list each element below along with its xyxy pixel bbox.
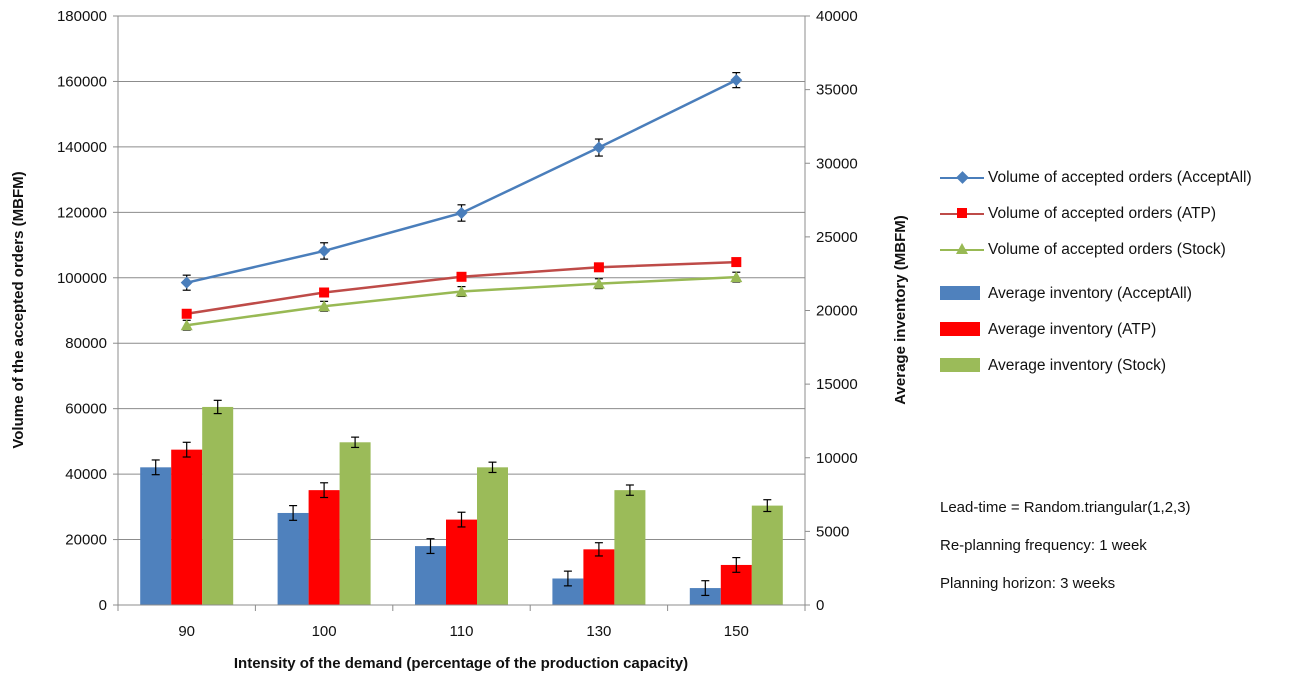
y-tick-label: 40000 bbox=[65, 466, 107, 483]
point-diamond bbox=[180, 276, 193, 289]
bar bbox=[308, 490, 340, 605]
series-line bbox=[186, 79, 737, 284]
legend-label: Average inventory (AcceptAll) bbox=[988, 285, 1192, 302]
y2-tick-label: 40000 bbox=[816, 8, 858, 25]
y2-tick-label: 5000 bbox=[816, 523, 849, 540]
y-tick-label: 80000 bbox=[65, 335, 107, 352]
point-square bbox=[593, 262, 604, 273]
point-triangle bbox=[318, 300, 331, 312]
x-tick-label: 150 bbox=[724, 623, 749, 640]
note-lead-time: Lead-time = Random.triangular(1,2,3) bbox=[940, 499, 1191, 516]
y-tick-label: 100000 bbox=[57, 270, 107, 287]
legend-swatch bbox=[940, 239, 984, 261]
x-tick-label: 110 bbox=[450, 623, 474, 640]
bar bbox=[277, 512, 309, 605]
point-triangle bbox=[730, 271, 743, 283]
point-triangle bbox=[180, 319, 193, 331]
point-diamond bbox=[318, 244, 331, 257]
y2-tick-label: 30000 bbox=[816, 155, 858, 172]
legend-label: Volume of accepted orders (AcceptAll) bbox=[988, 169, 1252, 186]
bars bbox=[140, 399, 783, 605]
legend-label: Volume of accepted orders (Stock) bbox=[988, 241, 1226, 258]
legend-item: Average inventory (ATP) bbox=[940, 312, 1300, 348]
x-tick-label: 100 bbox=[312, 623, 337, 640]
legend: Volume of accepted orders (AcceptAll) Vol… bbox=[940, 160, 1300, 384]
y-tick-label: 180000 bbox=[57, 8, 107, 25]
y2-tick-label: 25000 bbox=[816, 229, 858, 246]
bar bbox=[614, 490, 646, 605]
point-triangle bbox=[592, 277, 605, 289]
y-tick-label: 120000 bbox=[57, 204, 107, 221]
bar bbox=[583, 549, 615, 605]
bar bbox=[446, 519, 477, 605]
x-axis-title: Intensity of the demand (percentage of t… bbox=[234, 655, 688, 672]
legend-swatch bbox=[940, 203, 984, 225]
notes: Lead-time = Random.triangular(1,2,3) Re-… bbox=[940, 496, 1191, 610]
legend-swatch bbox=[940, 167, 984, 189]
y-axis-title: Volume of the accepted orders (MBFM) bbox=[10, 171, 27, 448]
bar bbox=[140, 467, 172, 605]
bar bbox=[202, 406, 234, 605]
y2-tick-label: 0 bbox=[816, 597, 824, 614]
bar bbox=[689, 588, 721, 605]
legend-label: Average inventory (ATP) bbox=[988, 321, 1157, 338]
bar bbox=[171, 449, 203, 605]
point-square bbox=[319, 287, 330, 298]
y-tick-label: 140000 bbox=[57, 139, 107, 156]
legend-item: Volume of accepted orders (ATP) bbox=[940, 196, 1300, 232]
legend-item: Volume of accepted orders (Stock) bbox=[940, 232, 1300, 268]
point-diamond bbox=[730, 74, 743, 87]
legend-label: Average inventory (Stock) bbox=[988, 357, 1167, 374]
point-square bbox=[731, 257, 742, 268]
legend-swatch bbox=[940, 355, 984, 377]
point-triangle bbox=[455, 285, 468, 297]
y-tick-label: 60000 bbox=[65, 401, 107, 418]
y-tick-label: 0 bbox=[99, 597, 107, 614]
legend-swatch bbox=[940, 283, 984, 305]
bar bbox=[751, 505, 783, 605]
legend-label: Volume of accepted orders (ATP) bbox=[988, 205, 1217, 222]
bar bbox=[339, 442, 371, 605]
note-horizon: Planning horizon: 3 weeks bbox=[940, 575, 1116, 592]
bar bbox=[415, 546, 446, 605]
legend-swatch bbox=[940, 319, 984, 341]
y-tick-label: 20000 bbox=[65, 532, 107, 549]
point-diamond bbox=[455, 206, 468, 219]
legend-item: Average inventory (AcceptAll) bbox=[940, 276, 1300, 312]
chart: 0200004000060000800001000001200001400001… bbox=[10, 8, 909, 672]
axes: 0200004000060000800001000001200001400001… bbox=[57, 8, 858, 640]
y2-tick-label: 10000 bbox=[816, 450, 858, 467]
y2-axis-title: Average inventory (MBFM) bbox=[892, 215, 909, 404]
x-tick-label: 90 bbox=[178, 623, 195, 640]
y2-tick-label: 15000 bbox=[816, 376, 858, 393]
y2-tick-label: 20000 bbox=[816, 303, 858, 320]
legend-item: Volume of accepted orders (AcceptAll) bbox=[940, 160, 1300, 196]
note-replanning: Re-planning frequency: 1 week bbox=[940, 537, 1147, 554]
point-square bbox=[456, 271, 467, 282]
lines bbox=[180, 72, 743, 331]
x-tick-label: 130 bbox=[586, 623, 611, 640]
point-diamond bbox=[592, 141, 605, 154]
bar bbox=[477, 467, 508, 605]
y2-tick-label: 35000 bbox=[816, 82, 858, 99]
legend-item: Average inventory (Stock) bbox=[940, 348, 1300, 384]
point-square bbox=[181, 308, 192, 319]
y-tick-label: 160000 bbox=[57, 73, 107, 90]
